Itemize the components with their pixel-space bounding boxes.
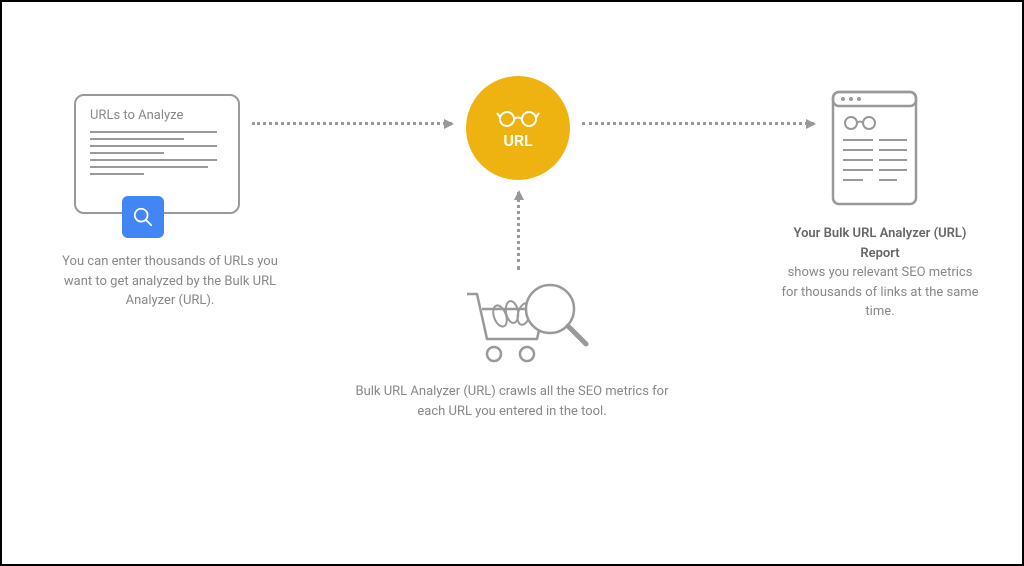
crawler-cart-group: [462, 274, 592, 378]
url-circle-label: URL: [503, 131, 532, 150]
text-line: [90, 145, 217, 147]
right-caption-body: shows you relevant SEO metrics for thous…: [781, 265, 978, 319]
glasses-icon: [496, 107, 540, 127]
text-line: [90, 152, 164, 154]
report-icon: [827, 88, 922, 208]
text-line: [90, 131, 217, 133]
diagram-container: URLs to Analyze You can enter thousands …: [2, 2, 1022, 564]
text-line: [90, 173, 144, 175]
report-document: [827, 88, 922, 208]
text-line: [90, 138, 184, 140]
right-caption: Your Bulk URL Analyzer (URL) Report show…: [780, 224, 980, 322]
magnifier-icon: [132, 206, 154, 228]
arrow-center-to-right: [582, 122, 814, 125]
text-line: [90, 159, 217, 161]
cart-magnifier-icon: [462, 274, 592, 374]
url-analyzer-circle: URL: [466, 76, 570, 180]
left-caption: You can enter thousands of URLs you want…: [50, 252, 290, 311]
arrow-left-to-center: [252, 122, 452, 125]
center-caption: Bulk URL Analyzer (URL) crawls all the S…: [347, 382, 677, 421]
arrow-cart-to-circle: [517, 192, 520, 270]
urls-box-title: URLs to Analyze: [90, 108, 224, 123]
text-line: [90, 166, 208, 168]
search-button: [122, 196, 164, 238]
right-caption-title: Your Bulk URL Analyzer (URL) Report: [793, 226, 966, 261]
urls-lines: [90, 131, 224, 175]
